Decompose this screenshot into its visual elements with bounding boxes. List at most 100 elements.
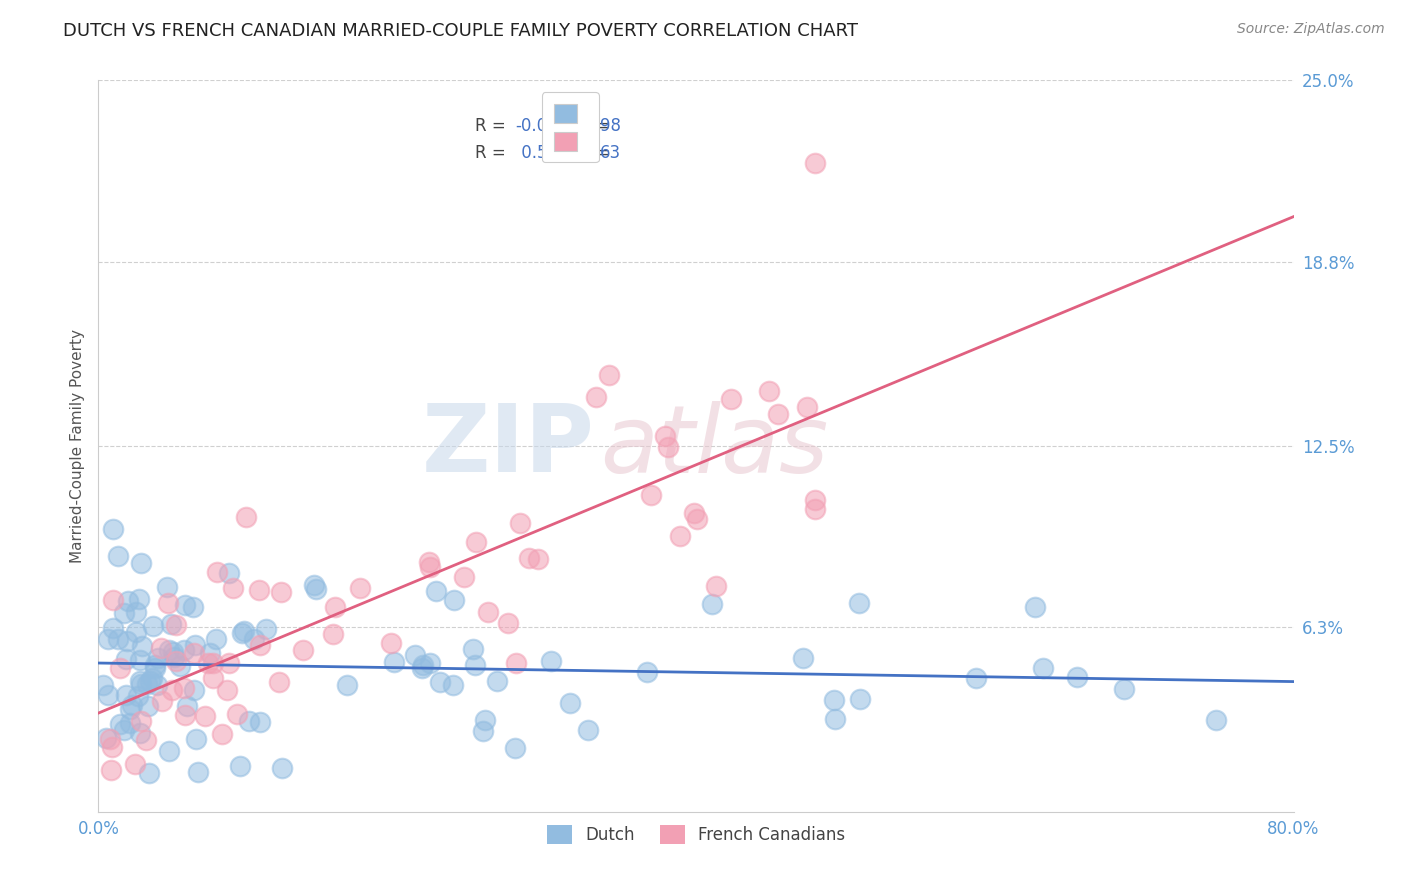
Point xyxy=(441,678,464,692)
Point xyxy=(129,714,152,729)
Point xyxy=(174,707,197,722)
Point xyxy=(217,682,239,697)
Point xyxy=(173,642,195,657)
Text: ZIP: ZIP xyxy=(422,400,595,492)
Point xyxy=(148,651,170,665)
Point xyxy=(323,600,346,615)
Point xyxy=(382,655,405,669)
Point xyxy=(848,596,870,610)
Point xyxy=(965,671,987,685)
Point xyxy=(380,636,402,650)
Point xyxy=(796,400,818,414)
Point xyxy=(669,529,692,543)
Point xyxy=(165,618,187,632)
Text: R =: R = xyxy=(475,117,510,135)
Point xyxy=(156,596,179,610)
Point xyxy=(305,582,328,597)
Point xyxy=(200,646,222,660)
Point xyxy=(201,671,224,685)
Point xyxy=(243,632,266,647)
Point xyxy=(125,625,148,640)
Point xyxy=(269,675,291,690)
Point xyxy=(183,638,205,652)
Point xyxy=(160,682,183,697)
Point xyxy=(704,579,727,593)
Text: N =: N = xyxy=(568,145,616,162)
Point xyxy=(202,656,225,670)
Point xyxy=(505,741,527,756)
Point xyxy=(654,429,676,443)
Point xyxy=(141,671,163,685)
Point xyxy=(187,764,209,779)
Point xyxy=(804,492,827,507)
Point xyxy=(157,642,180,657)
Point xyxy=(117,593,139,607)
Point xyxy=(205,632,228,646)
Point xyxy=(152,694,174,708)
Point xyxy=(97,688,120,702)
Point xyxy=(184,732,207,747)
Point xyxy=(486,673,509,688)
Point xyxy=(162,645,184,659)
Point xyxy=(108,661,131,675)
Point xyxy=(173,598,195,612)
Point xyxy=(429,675,451,690)
Point xyxy=(138,766,160,780)
Point xyxy=(135,733,157,747)
Point xyxy=(103,621,125,635)
Point xyxy=(472,723,495,738)
Point xyxy=(496,616,519,631)
Point xyxy=(165,653,187,667)
Point xyxy=(183,682,205,697)
Point xyxy=(404,648,426,662)
Point xyxy=(101,522,124,536)
Point xyxy=(598,368,620,382)
Text: 98: 98 xyxy=(600,117,621,135)
Point xyxy=(270,585,292,599)
Text: DUTCH VS FRENCH CANADIAN MARRIED-COUPLE FAMILY POVERTY CORRELATION CHART: DUTCH VS FRENCH CANADIAN MARRIED-COUPLE … xyxy=(63,22,858,40)
Point xyxy=(229,759,252,773)
Point xyxy=(235,509,257,524)
Point xyxy=(136,699,159,714)
Text: R =: R = xyxy=(475,145,510,162)
Point xyxy=(124,605,146,619)
Point xyxy=(94,731,117,745)
Point xyxy=(254,622,277,636)
Point xyxy=(804,501,827,516)
Point xyxy=(124,756,146,771)
Point xyxy=(509,516,531,531)
Point xyxy=(271,761,294,775)
Point xyxy=(233,624,256,639)
Point xyxy=(505,656,527,670)
Point xyxy=(139,673,162,688)
Point xyxy=(249,638,271,652)
Point xyxy=(121,698,143,712)
Point xyxy=(302,578,325,592)
Point xyxy=(128,673,150,688)
Point xyxy=(336,678,359,692)
Point xyxy=(173,681,195,696)
Point xyxy=(91,678,114,692)
Point xyxy=(418,556,440,570)
Point xyxy=(720,392,742,407)
Point xyxy=(205,565,228,579)
Point xyxy=(477,606,499,620)
Point xyxy=(465,535,488,549)
Point xyxy=(558,696,581,710)
Point xyxy=(169,659,191,673)
Point xyxy=(100,763,122,777)
Point xyxy=(464,658,486,673)
Point xyxy=(291,643,314,657)
Point xyxy=(143,657,166,672)
Point xyxy=(226,707,249,722)
Point xyxy=(540,654,562,668)
Point xyxy=(322,627,344,641)
Point xyxy=(682,506,704,520)
Point xyxy=(97,632,120,647)
Point xyxy=(127,689,149,703)
Point xyxy=(1114,682,1136,697)
Point xyxy=(118,716,141,731)
Text: 63: 63 xyxy=(600,145,621,162)
Point xyxy=(136,677,159,691)
Point xyxy=(700,597,723,611)
